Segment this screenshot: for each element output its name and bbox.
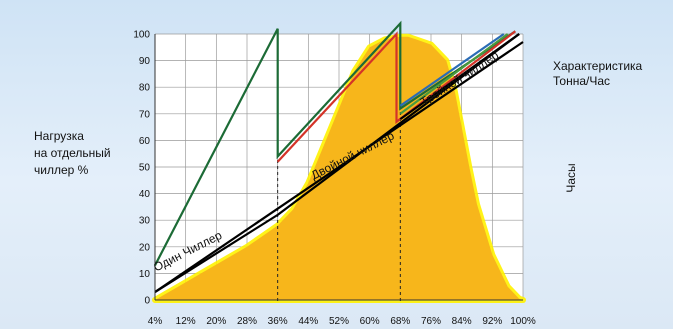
stage-line-0 <box>154 213 279 293</box>
x-tick-label: 92% <box>482 316 502 327</box>
capacity-line <box>154 41 524 293</box>
y-tick-label: 50 <box>139 163 151 174</box>
y-tick-label: 40 <box>139 189 151 200</box>
y-axis-label: на отдельный <box>34 146 111 160</box>
x-tick-label: 76% <box>421 316 441 327</box>
series-line-0 <box>154 20 516 266</box>
y-tick-label: 20 <box>139 242 151 253</box>
x-tick-label: 52% <box>329 316 349 327</box>
hours-axis-label: Часы <box>564 163 578 192</box>
x-tick-label: 68% <box>390 316 410 327</box>
x-tick-label: 44% <box>298 316 318 327</box>
x-tick-label: 84% <box>452 316 472 327</box>
series-line-3 <box>399 33 509 115</box>
y-axis-label: Нагрузка <box>34 129 84 143</box>
y-tick-label: 10 <box>139 269 151 280</box>
x-tick-label: 36% <box>268 316 288 327</box>
x-tick-label: 28% <box>237 316 257 327</box>
y-tick-label: 70 <box>139 109 151 120</box>
y-axis-label: чиллер % <box>34 163 89 177</box>
stage-line-2 <box>399 33 520 121</box>
x-tick-label: 4% <box>148 316 163 327</box>
y-tick-label: 60 <box>139 136 151 147</box>
x-tick-label: 12% <box>176 316 196 327</box>
right-axis-label: Тонна/Час <box>553 74 610 88</box>
y-tick-label: 30 <box>139 216 151 227</box>
y-tick-label: 100 <box>133 30 150 41</box>
y-tick-label: 0 <box>144 296 150 307</box>
y-tick-label: 90 <box>139 56 151 67</box>
series-line-2 <box>399 33 505 107</box>
series-line-1 <box>276 30 516 163</box>
y-tick-label: 80 <box>139 83 151 94</box>
x-tick-label: 60% <box>360 316 380 327</box>
x-tick-label: 100% <box>510 316 536 327</box>
right-axis-label: Характеристика <box>553 59 643 73</box>
x-tick-label: 20% <box>206 316 226 327</box>
